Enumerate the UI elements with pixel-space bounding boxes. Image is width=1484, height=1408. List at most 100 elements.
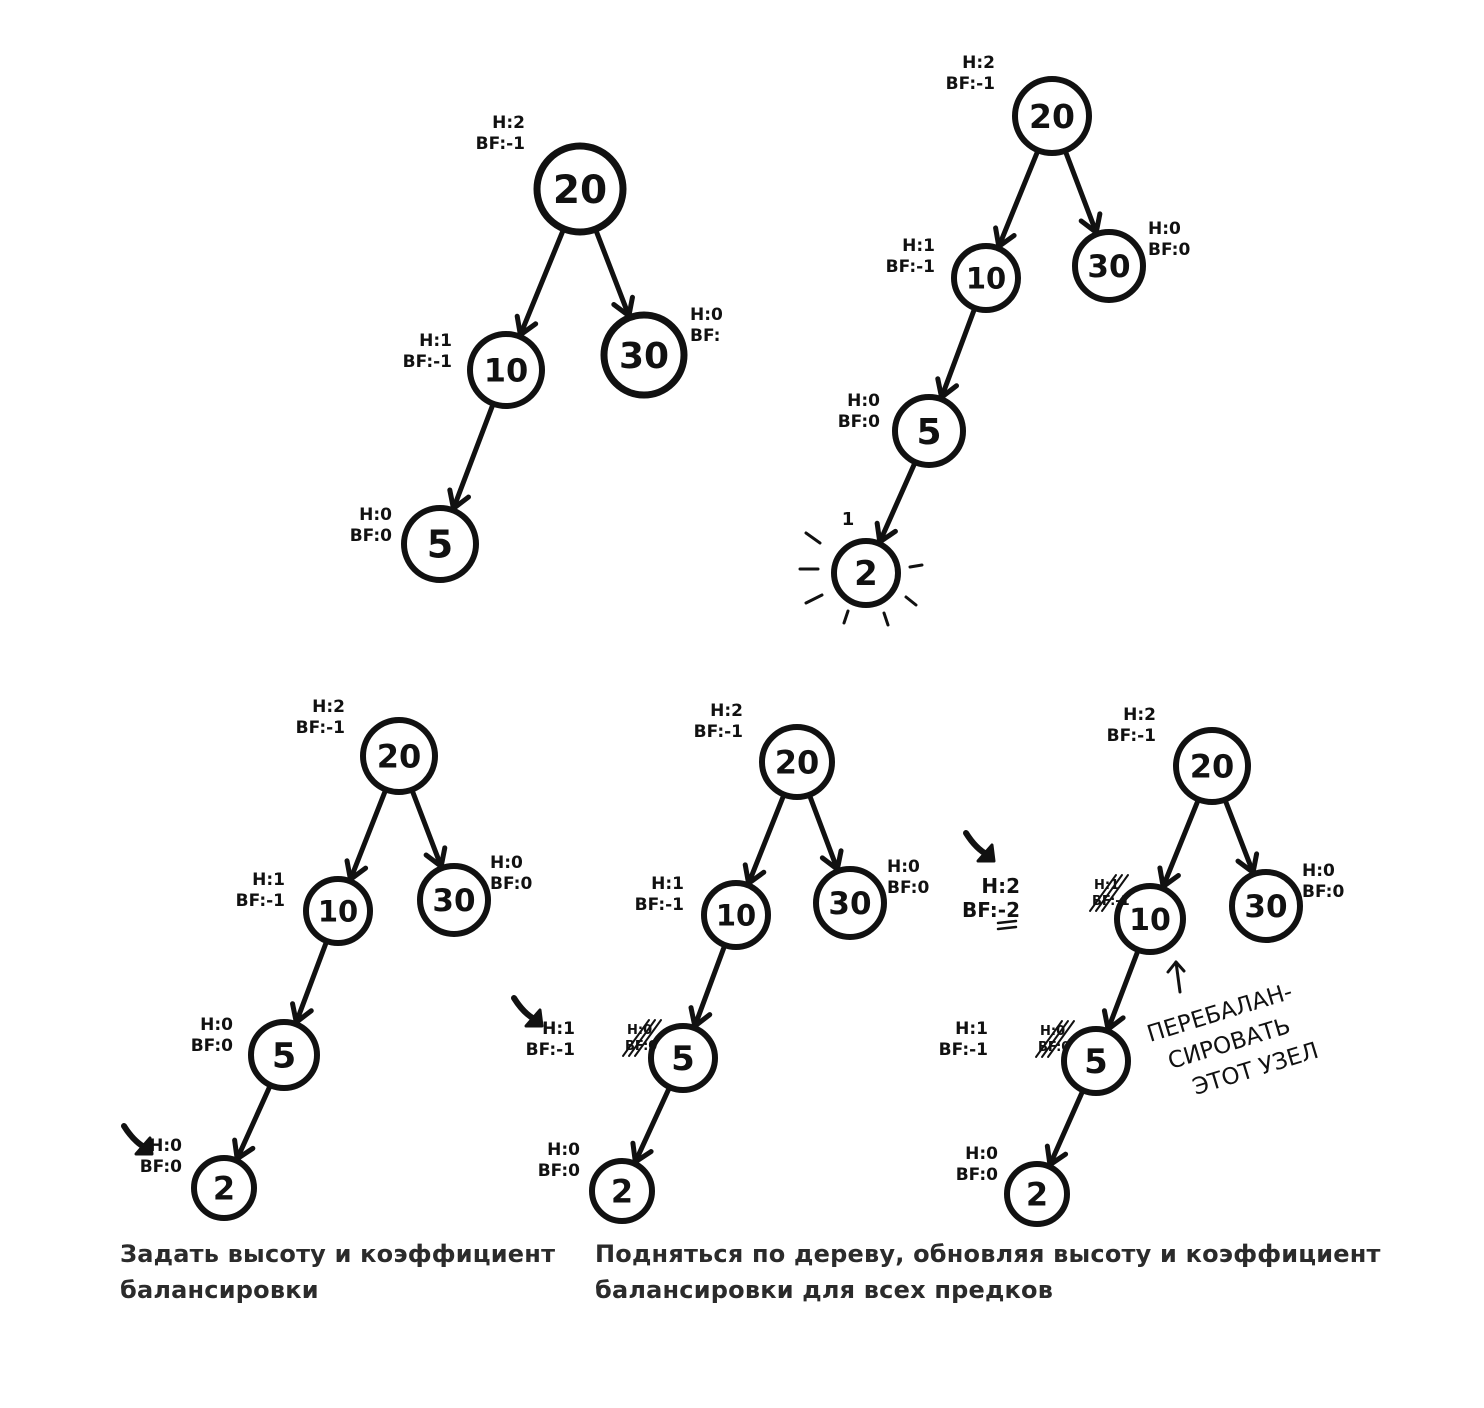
tree-node-key: 30 <box>619 336 669 377</box>
node-balance-label: BF:-1 <box>886 257 935 277</box>
node-height-label: H:1 <box>902 236 935 256</box>
highlight-ray <box>882 611 890 627</box>
node-height-label: H:0 <box>847 391 880 411</box>
strike-through <box>634 1019 662 1057</box>
tree-node-key: 5 <box>671 1039 695 1079</box>
node-balance-label: BF:-1 <box>296 718 345 738</box>
tree-node-circle <box>191 1155 257 1221</box>
tree-node-key: 10 <box>1129 903 1171 938</box>
tree-edge <box>1062 148 1099 235</box>
tree-edge <box>293 938 330 1025</box>
tree-edge <box>592 226 632 319</box>
tree-edges <box>232 147 1260 1168</box>
node-balance-label: BF:0 <box>140 1157 182 1177</box>
tree-node-circle <box>1229 869 1303 943</box>
node-balance-label: BF:-1 <box>946 74 995 94</box>
strike-through <box>1095 874 1123 912</box>
node-balance-label: BF:-2 <box>962 898 1020 922</box>
tree-edge <box>746 792 787 886</box>
node-height-label: H:2 <box>1123 705 1156 725</box>
strike-through <box>1089 874 1117 912</box>
tree-node-key: 30 <box>1087 249 1130 285</box>
node-balance-label: BF:-1 <box>694 722 743 742</box>
node-balance-label: BF:-1 <box>526 1040 575 1060</box>
node-height-label: H:1 <box>542 1019 575 1039</box>
tree-node-circle <box>892 394 966 468</box>
tree-edge <box>939 305 978 400</box>
emphasis-underline <box>996 925 1018 931</box>
tree-node-circle <box>1061 1026 1131 1096</box>
rebalance-arrow-head-icon <box>1166 960 1186 974</box>
tree-node-circle <box>701 880 771 950</box>
node-balance-label: BF:0 <box>887 878 929 898</box>
tree-node-key: 30 <box>828 886 871 922</box>
tree-edge <box>996 147 1041 250</box>
tree-edge <box>806 792 840 872</box>
tree-node-circle <box>1072 229 1146 303</box>
tree-edge <box>877 459 918 545</box>
node-balance-label: BF:0 <box>490 874 532 894</box>
tree-node-key: 5 <box>272 1037 296 1077</box>
strike-through <box>628 1019 656 1057</box>
node-height-label: H:2 <box>962 53 995 73</box>
tree-node-key: 20 <box>553 168 607 213</box>
tree-node-circle <box>401 505 479 583</box>
highlight-ray <box>804 531 822 545</box>
node-height-label: H:0 <box>965 1144 998 1164</box>
node-balance-label: BF:0 <box>838 412 880 432</box>
caption-line: балансировки <box>120 1276 319 1304</box>
tree-node-key: 10 <box>484 352 529 390</box>
node-height-label: H:0 <box>1148 219 1181 239</box>
tree-node-circle <box>1114 883 1186 955</box>
tree-node-key: 10 <box>716 898 756 932</box>
node-balance-label: BF:0 <box>350 526 392 546</box>
tree-node-circle <box>813 866 887 940</box>
tree-node-key: 30 <box>1244 889 1287 925</box>
tree-node-circle <box>1004 1161 1070 1227</box>
tree-node-circle <box>417 863 491 937</box>
tree-edge <box>1047 1087 1086 1168</box>
node-balance-label: BF:0 <box>1148 240 1190 260</box>
node-height-label: H:1 <box>955 1019 988 1039</box>
tree-node-circle <box>360 717 438 795</box>
node-height-label: H:0 <box>887 857 920 877</box>
tree-edge <box>632 1084 673 1165</box>
tree-node-circle <box>467 331 545 409</box>
node-balance-label: BF:-1 <box>403 352 452 372</box>
strike-through <box>622 1019 650 1057</box>
tree-node-key: 10 <box>966 261 1006 295</box>
tree-node-key: 20 <box>377 738 422 776</box>
tree-node-circle <box>1173 727 1251 805</box>
tree-edge <box>1160 796 1201 890</box>
pointer-marks <box>121 531 1186 1156</box>
rebalance-arrow-icon <box>1174 960 1182 994</box>
tree-nodes: 20 10 30 5 20 10 30 5 2 20 10 30 5 2 20 10 30 5 2 20 10 30 5 2 <box>191 76 1303 1227</box>
tree-node-circle <box>831 538 901 608</box>
tree-node-key: 30 <box>432 883 475 919</box>
tree-node-circle <box>600 311 688 399</box>
tree-edge <box>409 787 444 869</box>
tree-node-circle <box>1012 76 1092 156</box>
node-height-label: H:2 <box>312 697 345 717</box>
node-balance-label: BF:-1 <box>236 891 285 911</box>
tree-node-key: 5 <box>916 412 941 453</box>
new-node-mark: 1 <box>842 509 855 530</box>
tree-node-key: 5 <box>427 523 453 567</box>
tree-node-circle <box>248 1019 320 1091</box>
tree-edge <box>450 401 496 511</box>
node-height-label: H:0 <box>200 1015 233 1035</box>
strike-through <box>1047 1020 1075 1058</box>
node-balance-label: BF:0 <box>538 1161 580 1181</box>
tree-node-key: 20 <box>1190 748 1235 786</box>
node-height-label: H:1 <box>419 331 452 351</box>
node-balance-label: BF:-1 <box>476 134 525 154</box>
tree-node-key: 2 <box>854 554 878 594</box>
node-height-label: H:2 <box>981 874 1020 898</box>
tree-node-key: 2 <box>213 1170 235 1208</box>
node-height-label: H:0 <box>1302 861 1335 881</box>
old-balance-label: BF:-1 <box>1092 894 1130 909</box>
tree-node-key: 5 <box>1084 1042 1108 1082</box>
node-height-label: H:2 <box>492 113 525 133</box>
node-height-label: H:2 <box>710 701 743 721</box>
